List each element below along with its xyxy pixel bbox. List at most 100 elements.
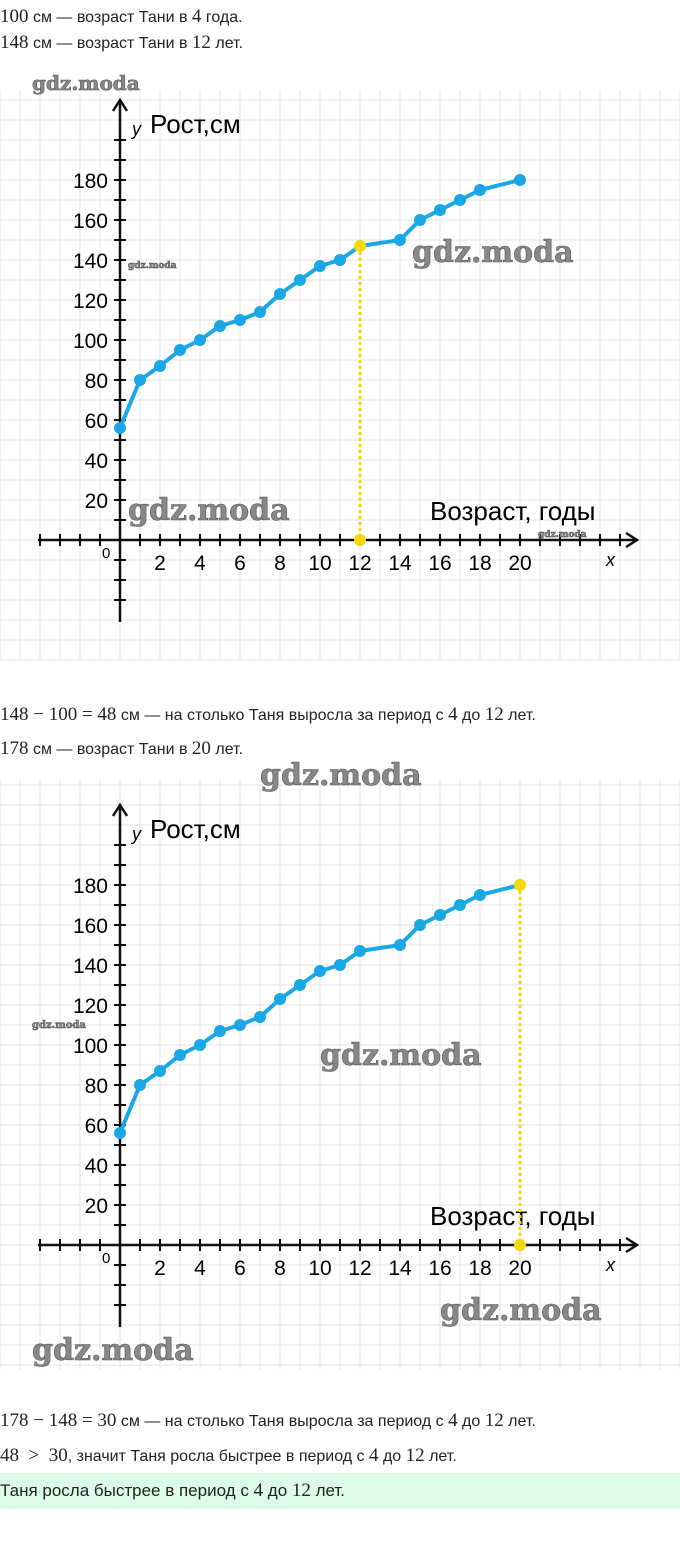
highlight-point: [514, 879, 526, 891]
watermark: gdz.moda: [128, 493, 290, 528]
x-tick-label: 12: [348, 1257, 371, 1280]
data-point: [474, 184, 486, 196]
y-axis-name: y: [130, 119, 142, 139]
watermark: gdz.moda: [538, 530, 587, 540]
y-tick-label: 80: [85, 370, 108, 393]
data-point: [414, 214, 426, 226]
y-axis-arrow: [111, 802, 129, 817]
answer-box: Таня росла быстрее в период с 4 до 12 ле…: [0, 1473, 680, 1509]
x-axis-arrow: [625, 531, 640, 549]
text-line-1: 100 см — возраст Тани в 4 года.: [0, 6, 243, 27]
y-axis-name: y: [130, 824, 142, 844]
x-tick-label: 6: [234, 1257, 246, 1280]
text-line-3: 148 − 100 = 48 см — на столько Таня выро…: [0, 704, 536, 725]
x-tick-label: 12: [348, 552, 371, 575]
x-tick-label: 18: [468, 552, 491, 575]
y-tick-label: 40: [85, 450, 108, 473]
data-point: [394, 939, 406, 951]
data-point: [314, 965, 326, 977]
data-point: [334, 254, 346, 266]
data-point: [154, 360, 166, 372]
data-point: [294, 274, 306, 286]
data-point: [194, 334, 206, 346]
data-point: [234, 314, 246, 326]
x-tick-label: 10: [308, 1257, 331, 1280]
x-tick-label: 2: [154, 1257, 166, 1280]
text-line-5: 178 − 148 = 30 см — на столько Таня выро…: [0, 1410, 536, 1431]
data-point: [474, 889, 486, 901]
x-tick-label: 18: [468, 1257, 491, 1280]
data-point: [514, 174, 526, 186]
y-tick-label: 140: [73, 955, 108, 978]
x-tick-label: 16: [428, 552, 451, 575]
data-point: [234, 1019, 246, 1031]
x-tick-label: 20: [508, 552, 531, 575]
y-tick-label: 60: [85, 1115, 108, 1138]
data-point: [394, 234, 406, 246]
data-point: [254, 1011, 266, 1023]
data-point: [454, 194, 466, 206]
y-tick-label: 100: [73, 330, 108, 353]
y-tick-label: 120: [73, 995, 108, 1018]
data-point: [214, 320, 226, 332]
y-tick-label: 20: [85, 1195, 108, 1218]
y-tick-label: 160: [73, 210, 108, 233]
watermark: gdz.moda: [32, 1333, 194, 1368]
data-point: [274, 288, 286, 300]
y-tick-label: 40: [85, 1155, 108, 1178]
data-point: [414, 919, 426, 931]
highlight-axis-point: [354, 534, 366, 546]
x-tick-label: 6: [234, 552, 246, 575]
highlight-point: [354, 240, 366, 252]
text-line-4: 178 см — возраст Тани в 20 лет.: [0, 738, 244, 759]
x-tick-label: 8: [274, 1257, 286, 1280]
y-tick-label: 60: [85, 410, 108, 433]
data-point: [114, 1127, 126, 1139]
x-tick-label: 2: [154, 552, 166, 575]
y-tick-label: 20: [85, 490, 108, 513]
watermark: gdz.moda: [32, 71, 140, 95]
text-line-2: 148 см — возраст Тани в 12 лет.: [0, 32, 244, 53]
data-point: [254, 306, 266, 318]
y-tick-label: 100: [73, 1035, 108, 1058]
x-tick-label: 4: [194, 1257, 206, 1280]
data-point: [454, 899, 466, 911]
data-point: [114, 422, 126, 434]
data-point: [154, 1065, 166, 1077]
watermark: gdz.moda: [440, 1293, 602, 1328]
data-point: [334, 959, 346, 971]
data-point: [194, 1039, 206, 1051]
data-point: [434, 204, 446, 216]
y-axis-label: Рост,см: [150, 814, 241, 844]
x-tick-label: 20: [508, 1257, 531, 1280]
x-tick-label: 14: [388, 552, 412, 575]
data-point: [274, 993, 286, 1005]
y-tick-label: 180: [73, 875, 108, 898]
x-tick-label: 10: [308, 552, 331, 575]
x-axis-label: Возраст, годы: [430, 1201, 595, 1231]
y-tick-label: 80: [85, 1075, 108, 1098]
watermark: gdz.moda: [32, 1020, 86, 1031]
y-tick-label: 180: [73, 170, 108, 193]
data-point: [294, 979, 306, 991]
y-axis-arrow: [111, 97, 129, 112]
watermark: gdz.moda: [260, 758, 422, 793]
watermark: gdz.moda: [320, 1038, 482, 1073]
watermark: gdz.moda: [412, 235, 574, 270]
x-tick-label: 8: [274, 552, 286, 575]
height-chart-2: 2 4 6 8 10 12 14 16 18 20 20 40 60 80 100 120 140 160 180 0…: [0, 758, 680, 1370]
x-tick-label: 4: [194, 552, 206, 575]
highlight-axis-point: [514, 1239, 526, 1251]
x-axis-name: x: [605, 1255, 616, 1275]
data-point: [174, 1049, 186, 1061]
data-point: [134, 1079, 146, 1091]
data-point: [354, 945, 366, 957]
x-tick-label: 14: [388, 1257, 412, 1280]
height-chart-1: 2 4 6 8 10 12 14 16 18 20 20 40 60 80 100 120 140 160 180 0…: [0, 71, 680, 661]
data-point: [214, 1025, 226, 1037]
watermark: gdz.moda: [128, 261, 177, 271]
x-axis-name: x: [605, 550, 616, 570]
y-tick-label: 160: [73, 915, 108, 938]
data-point: [314, 260, 326, 272]
y-tick-label: 140: [73, 250, 108, 273]
